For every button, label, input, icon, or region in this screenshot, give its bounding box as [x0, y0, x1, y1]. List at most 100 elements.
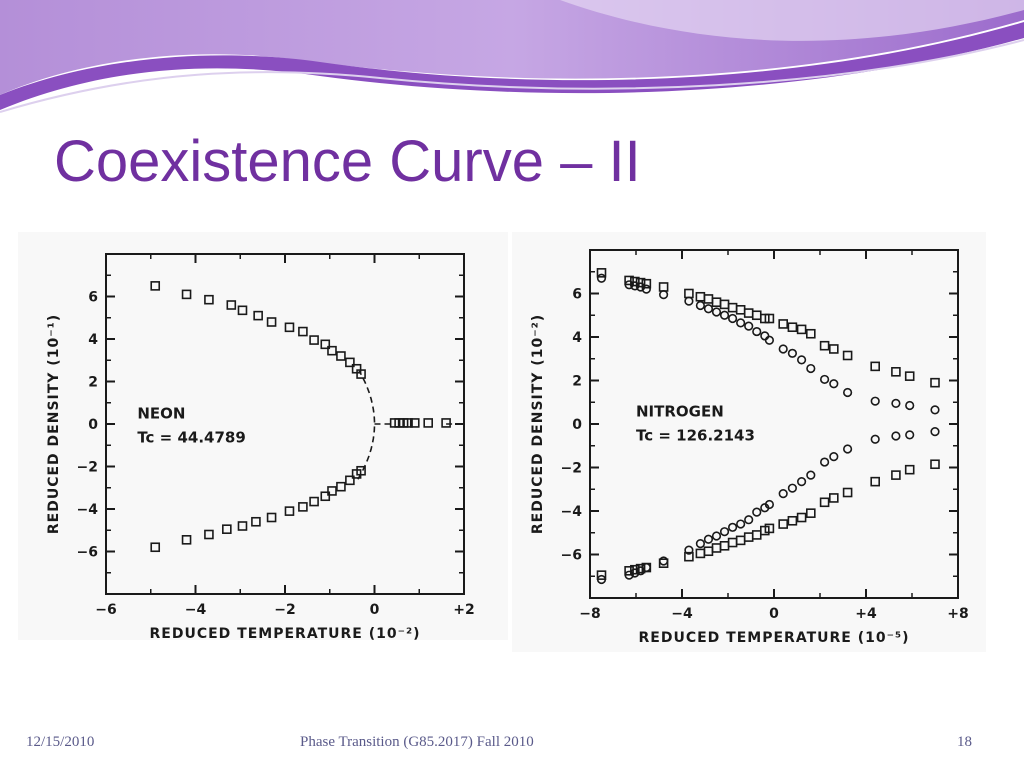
data-point-square — [778, 519, 789, 529]
data-point-circle — [905, 400, 915, 411]
data-point-square — [409, 418, 420, 428]
data-point-square — [423, 418, 434, 428]
header-wave-banner — [0, 0, 1024, 113]
y-tick-label: 4 — [88, 332, 98, 348]
data-point-circle — [641, 562, 651, 573]
data-point-square — [751, 530, 762, 540]
data-point-square — [930, 459, 940, 470]
data-point-circle — [596, 574, 607, 585]
y-tick-label: −4 — [561, 504, 583, 520]
data-point-circle — [905, 430, 915, 440]
data-point-circle — [641, 284, 651, 294]
data-point-circle — [636, 282, 646, 292]
data-point-square — [336, 351, 346, 361]
data-point-square — [356, 369, 366, 379]
data-point-circle — [695, 300, 705, 311]
slide-title: Coexistence Curve – II — [54, 129, 641, 194]
x-tick-label: +2 — [453, 602, 474, 618]
x-tick-label: 0 — [769, 606, 779, 622]
data-point-circle — [870, 396, 880, 406]
footer-course: Phase Transition (G85.2017) Fall 2010 — [300, 734, 534, 750]
data-point-square — [320, 491, 331, 502]
data-point-square — [764, 523, 775, 534]
x-axis-label: REDUCED TEMPERATURE (10⁻⁵) — [639, 630, 910, 646]
data-point-circle — [728, 522, 738, 532]
data-point-square — [904, 464, 915, 475]
data-point-square — [828, 344, 839, 354]
data-point-square — [266, 317, 277, 327]
data-point-square — [930, 377, 940, 388]
data-point-square — [226, 300, 237, 310]
data-point-square — [320, 339, 331, 350]
y-tick-label: −6 — [77, 545, 98, 561]
data-point-square — [727, 302, 738, 313]
data-point-square — [703, 546, 714, 557]
data-point-square — [253, 310, 263, 321]
data-point-circle — [728, 313, 738, 324]
data-point-circle — [711, 531, 722, 541]
data-point-square — [284, 322, 295, 333]
data-point-square — [336, 481, 346, 492]
data-point-circle — [778, 489, 788, 499]
data-point-square — [284, 506, 295, 516]
data-point-square — [345, 357, 355, 368]
data-point-circle — [684, 296, 694, 306]
x-tick-label: +8 — [947, 606, 968, 622]
plot-frame — [589, 249, 959, 599]
data-point-square — [735, 535, 746, 546]
footer-date: 12/15/2010 — [26, 734, 95, 750]
data-point-square — [735, 305, 746, 315]
data-point-square — [298, 502, 308, 512]
data-point-square — [251, 516, 261, 527]
y-axis-label: REDUCED DENSITY (10⁻¹) — [46, 314, 62, 534]
data-point-circle — [659, 556, 669, 566]
data-point-square — [870, 476, 881, 487]
data-point-square — [727, 537, 738, 548]
nitrogen-coexistence-chart: −8 −4 0 +4 +8 −6 −4 −2 0 2 4 6 REDUCED TEMPERATURE (… — [530, 249, 969, 646]
data-point-square — [309, 496, 319, 507]
data-point-circle — [764, 499, 774, 510]
annotation-label: Tc = 126.2143 — [636, 426, 755, 444]
data-point-square — [695, 291, 706, 302]
data-point-square — [658, 282, 669, 292]
data-point-circle — [711, 307, 722, 317]
data-point-square — [787, 322, 798, 333]
data-point-circle — [744, 321, 754, 331]
data-point-circle — [684, 545, 694, 555]
nitrogen-chart-panel: −8 −4 0 +4 +8 −6 −4 −2 0 2 4 6 REDUCED TEMPERATURE (… — [512, 232, 986, 652]
data-point-square — [743, 308, 754, 318]
data-point-circle — [930, 405, 940, 415]
data-point-square — [630, 564, 640, 575]
data-point-square — [345, 475, 355, 486]
data-point-circle — [843, 387, 853, 398]
data-point-square — [204, 294, 214, 305]
data-point-square — [181, 535, 192, 545]
data-point-circle — [624, 570, 634, 580]
x-tick-label: −4 — [671, 606, 693, 622]
data-point-square — [719, 299, 730, 310]
data-point-square — [870, 361, 881, 372]
data-point-square — [796, 512, 807, 523]
y-tick-label: −4 — [77, 502, 99, 518]
data-point-circle — [719, 527, 730, 537]
data-point-square — [150, 281, 161, 291]
y-tick-label: 6 — [572, 287, 582, 303]
data-point-square — [805, 328, 816, 339]
fit-curve — [357, 370, 376, 480]
data-point-circle — [787, 483, 798, 493]
data-point-circle — [891, 398, 901, 408]
data-point-square — [743, 532, 754, 542]
y-tick-label: −2 — [77, 460, 98, 476]
annotation-label: NEON — [137, 405, 185, 423]
data-point-circle — [752, 507, 762, 517]
data-point-circle — [760, 331, 770, 341]
y-tick-label: −2 — [561, 461, 582, 477]
data-point-circle — [797, 477, 807, 487]
data-point-square — [787, 515, 798, 526]
data-point-square — [805, 508, 816, 518]
data-point-circle — [843, 444, 853, 454]
data-point-square — [819, 340, 830, 351]
data-point-circle — [891, 431, 901, 441]
data-point-square — [778, 319, 789, 329]
y-tick-label: 0 — [572, 417, 582, 433]
